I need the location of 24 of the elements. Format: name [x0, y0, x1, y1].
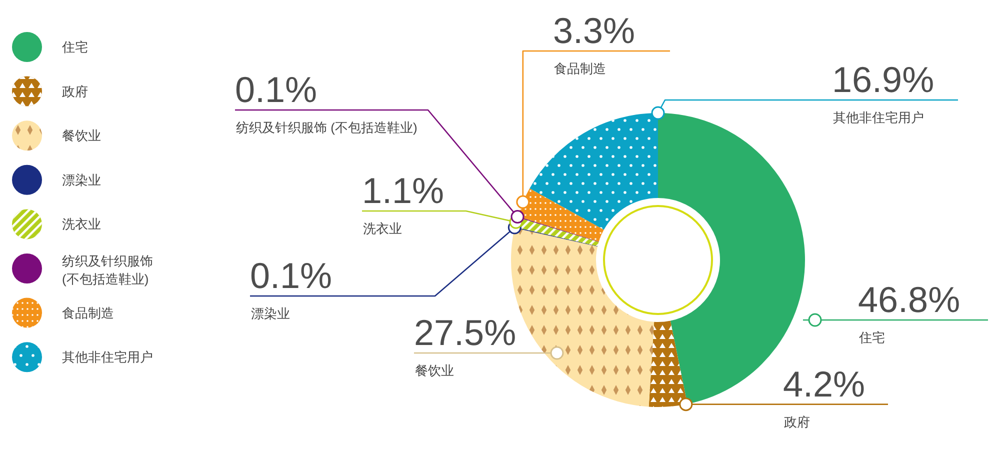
data-label: 1.1% [362, 170, 444, 211]
data-label: 3.3% [553, 10, 636, 51]
data-label: 46.8% [858, 279, 960, 320]
slice-label: 食品制造 [554, 61, 606, 76]
slice-label: 住宅 [858, 330, 885, 345]
data-label: 0.1% [250, 255, 332, 296]
data-label: 0.1% [235, 69, 318, 110]
slice-label: 漂染业 [251, 306, 290, 321]
legend-label: 食品制造 [62, 305, 114, 320]
data-label: 27.5% [414, 312, 516, 353]
data-label: 16.9% [832, 59, 934, 100]
slice-label: 洗衣业 [363, 221, 402, 236]
legend-label: 纺织及针织服饰 (不包括造鞋业) [62, 253, 153, 286]
legend-label: 漂染业 [62, 172, 101, 188]
slice-label: 政府 [784, 414, 810, 430]
legend-label: 住宅 [61, 40, 88, 54]
legend-label: 政府 [62, 84, 88, 99]
slice-label: 其他非住宅用户 [833, 110, 924, 125]
legend-label: 其他非住宅用户 [62, 350, 153, 365]
data-label: 4.2% [783, 363, 866, 404]
slice-label: 餐饮业 [415, 363, 454, 378]
legend-label: 餐饮业 [62, 128, 101, 144]
slice-label: 纺织及针织服饰 (不包括造鞋业) [236, 120, 418, 135]
legend-label: 洗衣业 [62, 216, 101, 232]
